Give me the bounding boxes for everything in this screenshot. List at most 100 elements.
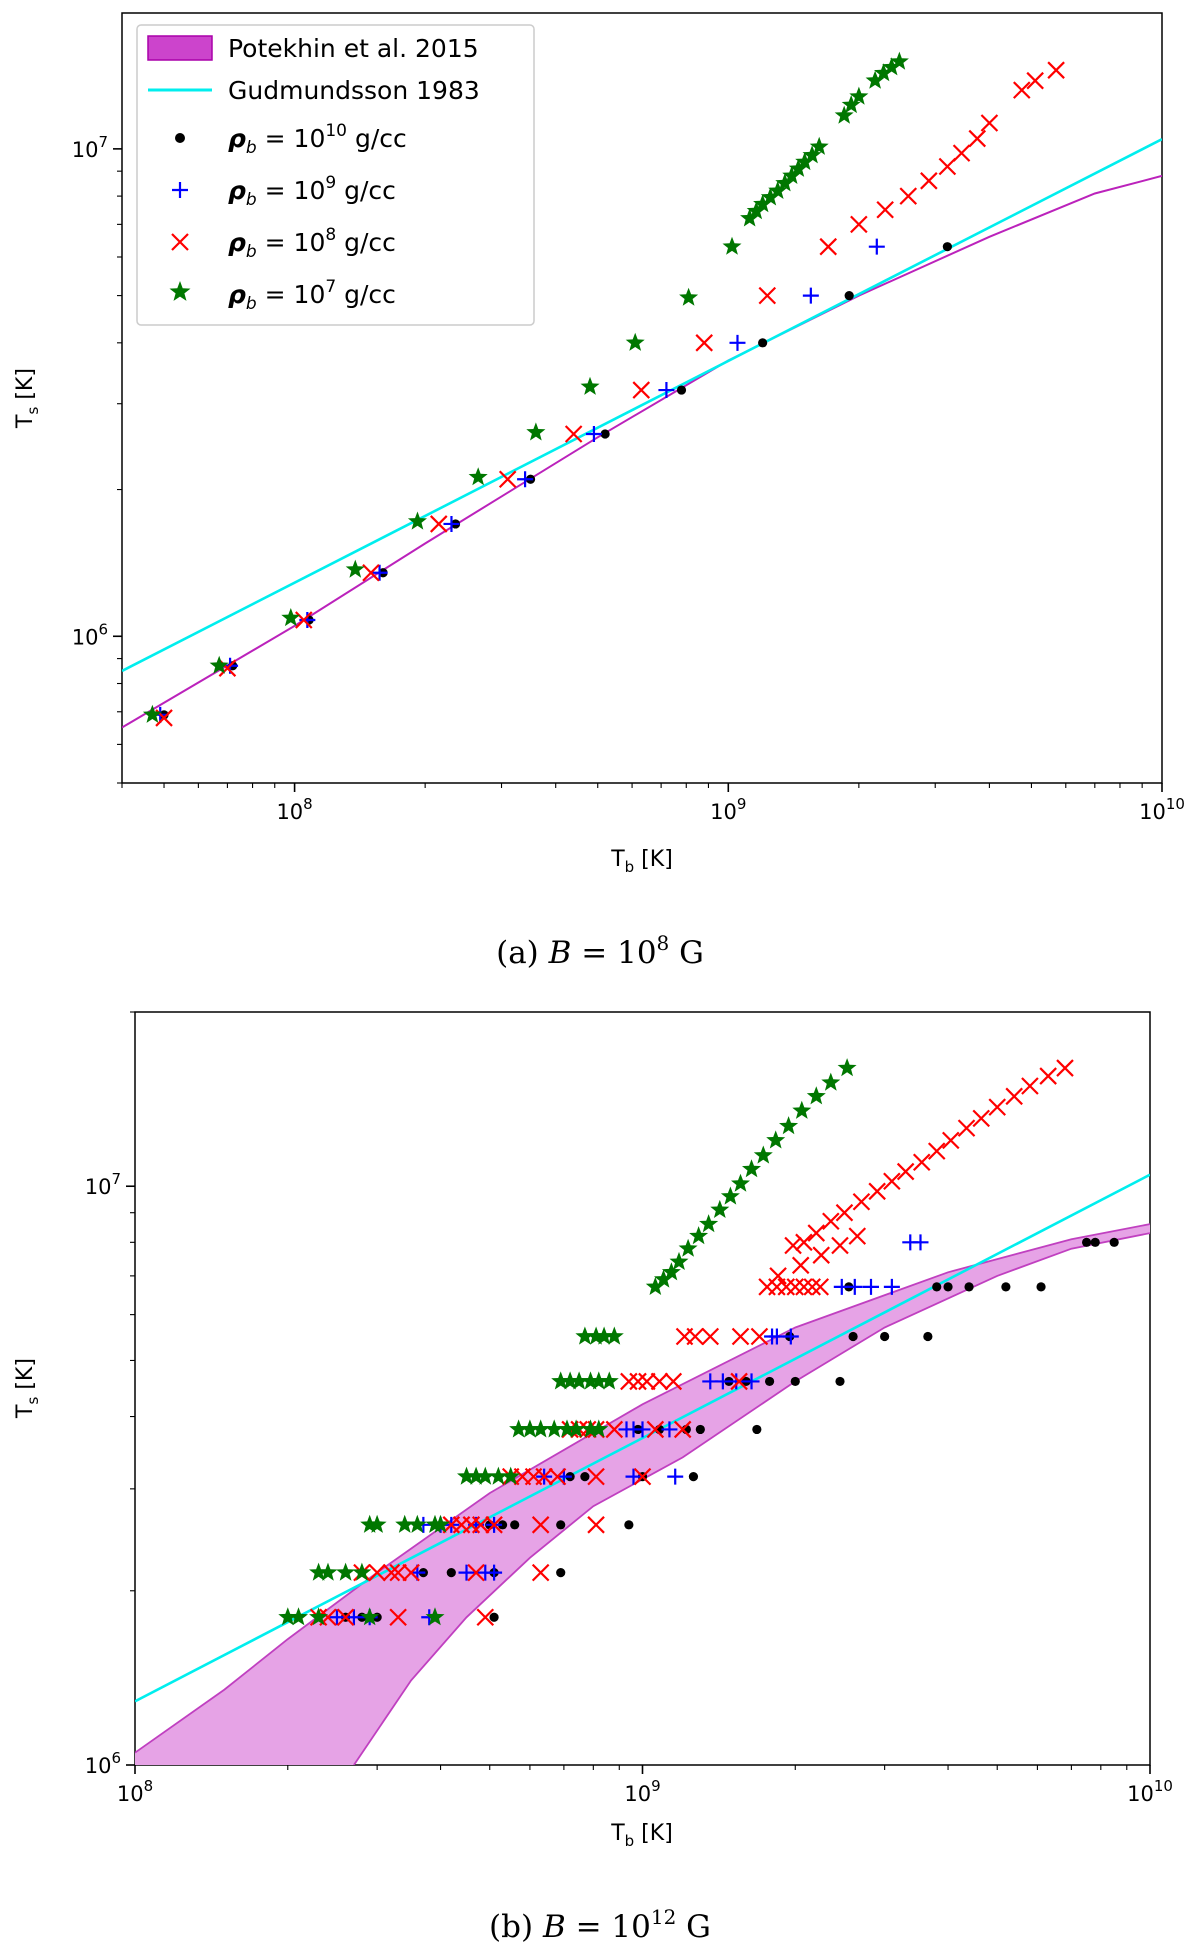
- cross-point: [587, 1516, 605, 1534]
- star-point: [599, 1371, 619, 1390]
- star-point: [509, 1419, 529, 1438]
- gudmundsson-line: [122, 138, 1162, 673]
- plus-point: [486, 1564, 503, 1581]
- star-point: [526, 422, 546, 441]
- dot-point: [1036, 1282, 1046, 1292]
- plus-point: [585, 426, 602, 443]
- plus-point: [802, 287, 819, 304]
- legend-star-marker-icon: [169, 281, 191, 301]
- cross-point: [848, 1227, 867, 1245]
- dot-point: [446, 1567, 456, 1578]
- cross-point: [485, 1516, 503, 1534]
- star-point: [425, 1607, 445, 1626]
- cross-point: [382, 1563, 401, 1582]
- dot-point: [923, 1331, 933, 1342]
- cross-point: [912, 1153, 931, 1172]
- star-point: [874, 63, 893, 82]
- legend-cross-marker-icon: [171, 233, 189, 251]
- cross-point: [476, 1608, 495, 1627]
- star-point: [281, 608, 301, 627]
- legend-label-rho-1e7: ρb = 107 g/cc: [228, 277, 396, 314]
- dot-point: [580, 1471, 590, 1482]
- cross-point: [429, 515, 448, 533]
- plus-point: [371, 564, 388, 581]
- cross-point: [852, 1193, 871, 1211]
- cross-point: [784, 1236, 802, 1255]
- cross-point: [883, 1172, 901, 1191]
- cross-point: [701, 1327, 720, 1346]
- cross-point: [368, 1563, 386, 1582]
- cross-point: [938, 157, 957, 176]
- cross-point: [646, 1420, 665, 1439]
- legend-label-rho-1e8: ρb = 108 g/cc: [228, 225, 396, 262]
- star-point: [289, 1607, 308, 1626]
- plus-point: [912, 1234, 929, 1251]
- star-point: [742, 1159, 761, 1178]
- x-tick-label: 108: [276, 795, 312, 824]
- dot-point: [942, 242, 952, 252]
- star-point: [834, 105, 854, 124]
- cross-point: [952, 144, 971, 162]
- panel-b-caption: (b) B = 1012 G: [489, 1905, 711, 1945]
- star-point: [318, 1562, 338, 1581]
- dot-point: [1090, 1237, 1100, 1247]
- star-point: [569, 1371, 589, 1390]
- cross-point: [1021, 1077, 1039, 1095]
- star-point: [560, 1371, 580, 1390]
- y-tick-label: 106: [85, 1749, 121, 1778]
- cross-point: [1026, 71, 1044, 90]
- star-point: [792, 1100, 812, 1119]
- dot-point: [556, 1520, 566, 1530]
- star-point: [501, 1466, 521, 1485]
- star-point: [352, 1562, 372, 1581]
- dot-point: [1001, 1282, 1011, 1292]
- star-point: [581, 1371, 601, 1390]
- star-point: [551, 1371, 571, 1390]
- plus-point: [345, 1609, 362, 1626]
- cross-point: [957, 1119, 976, 1137]
- cross-point: [896, 1162, 915, 1181]
- star-point: [654, 1269, 673, 1288]
- cross-point: [498, 470, 517, 489]
- star-point: [360, 1607, 380, 1626]
- cross-point: [650, 1372, 669, 1391]
- star-point: [760, 187, 780, 206]
- star-point: [360, 1514, 380, 1533]
- panel-b-chart: 108 109 1010 106 107 Tb [K] Ts [K] (b) B = 1…: [13, 1011, 1173, 1945]
- star-point: [841, 95, 861, 114]
- plus-point: [658, 382, 675, 399]
- dot-point: [1081, 1237, 1092, 1247]
- cross-point: [777, 1278, 796, 1296]
- y-tick-label: 106: [72, 620, 108, 649]
- panel-b-plot-area: [135, 1058, 1150, 1765]
- star-point: [720, 1186, 740, 1205]
- dot-point: [758, 338, 768, 348]
- plus-point: [782, 1328, 799, 1345]
- star-point: [604, 1326, 624, 1345]
- cross-point: [605, 1420, 624, 1439]
- plus-point: [667, 1468, 684, 1485]
- star-point: [531, 1419, 551, 1438]
- cross-point: [791, 1256, 810, 1275]
- cross-point: [535, 1467, 553, 1486]
- cross-point: [868, 1182, 886, 1201]
- cross-point: [336, 1608, 355, 1627]
- star-point: [336, 1562, 356, 1581]
- star-point: [740, 208, 760, 227]
- cross-point: [673, 1420, 692, 1439]
- star-point: [766, 1130, 786, 1149]
- star-point: [407, 511, 427, 530]
- cross-point: [620, 1372, 638, 1391]
- cross-point: [402, 1563, 420, 1582]
- dot-point: [844, 290, 854, 301]
- star-point: [345, 559, 365, 578]
- series-cross: [309, 1059, 1074, 1627]
- star-point: [699, 1214, 719, 1233]
- star-point: [309, 1562, 329, 1581]
- panel-a-plot-area: [122, 51, 1162, 729]
- star-point: [594, 1326, 614, 1345]
- cross-point: [850, 215, 868, 234]
- star-point: [782, 165, 802, 184]
- cross-point: [531, 1563, 550, 1582]
- panel-b-axes: 108 109 1010 106 107: [85, 1011, 1173, 1806]
